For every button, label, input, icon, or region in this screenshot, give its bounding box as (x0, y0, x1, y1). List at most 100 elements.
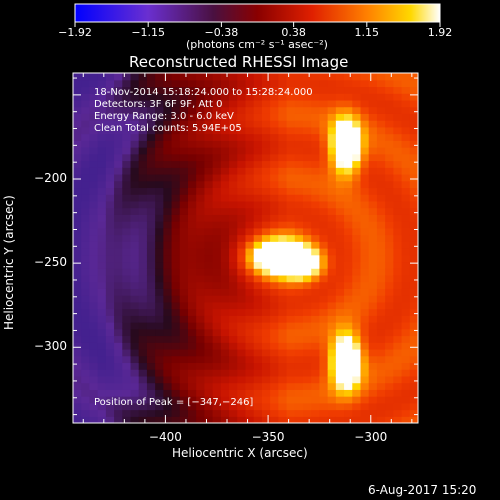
heatmap-cell (155, 288, 164, 296)
heatmap-cell (270, 301, 279, 310)
heatmap-cell (286, 73, 296, 81)
heatmap-cell (303, 342, 312, 350)
heatmap-cell (163, 160, 173, 168)
heatmap-cell (344, 194, 353, 202)
heatmap-cell (146, 342, 156, 350)
heatmap-cell (155, 194, 164, 202)
heatmap-cell (146, 120, 156, 128)
heatmap-cell (229, 375, 238, 384)
heatmap-cell (146, 375, 156, 384)
heatmap-cell (220, 301, 230, 310)
heatmap-cell (204, 187, 214, 195)
heatmap-cell (220, 180, 230, 189)
heatmap-cell (286, 241, 296, 249)
heatmap-cell (179, 369, 189, 377)
heatmap-cell (327, 295, 337, 303)
heatmap-cell (261, 153, 271, 162)
heatmap-cell (130, 194, 140, 202)
heatmap-cell (138, 86, 148, 94)
heatmap-cell (253, 147, 263, 155)
heatmap-cell (376, 369, 386, 377)
heatmap-cell (335, 328, 345, 337)
heatmap-cell (311, 402, 321, 411)
heatmap-cell (294, 308, 304, 316)
heatmap-cell (204, 221, 214, 229)
heatmap-cell (81, 180, 91, 189)
heatmap-cell (114, 301, 123, 310)
heatmap-cell (253, 409, 263, 417)
heatmap-cell (105, 396, 115, 404)
heatmap-cell (73, 194, 82, 202)
heatmap-cell (122, 389, 132, 397)
heatmap-cell (278, 113, 288, 121)
heatmap-cell (220, 342, 230, 350)
heatmap-cell (122, 221, 132, 229)
heatmap-cell (212, 375, 222, 384)
heatmap-cell (122, 301, 132, 310)
heatmap-cell (303, 308, 312, 316)
heatmap-cell (89, 254, 99, 263)
heatmap-cell (294, 214, 304, 222)
heatmap-cell (81, 173, 91, 182)
heatmap-cell (105, 362, 115, 370)
heatmap-cell (122, 328, 132, 337)
heatmap-cell (130, 322, 140, 330)
heatmap-cell (385, 113, 394, 121)
heatmap-cell (196, 335, 206, 343)
heatmap-cell (344, 308, 353, 316)
heatmap-cell (122, 234, 132, 242)
heatmap-cell (89, 348, 99, 357)
heatmap-cell (97, 402, 107, 411)
heatmap-cell (376, 106, 386, 114)
heatmap-cell (155, 133, 164, 141)
heatmap-cell (344, 221, 353, 229)
heatmap-cell (278, 173, 288, 182)
heatmap-cell (188, 126, 197, 135)
heatmap-cell (105, 261, 115, 269)
heatmap-cell (73, 120, 82, 128)
heatmap-cell (204, 396, 214, 404)
heatmap-cell (130, 120, 140, 128)
heatmap-cell (376, 409, 386, 417)
heatmap-cell (311, 73, 321, 81)
heatmap-cell (393, 214, 403, 222)
heatmap-cell (212, 120, 222, 128)
heatmap-cell (401, 322, 411, 330)
heatmap-cell (409, 207, 418, 215)
heatmap-cell (89, 147, 99, 155)
heatmap-cell (344, 322, 353, 330)
heatmap-cell (122, 382, 132, 390)
heatmap-cell (344, 160, 353, 168)
heatmap-cell (352, 315, 362, 323)
heatmap-cell (401, 167, 411, 175)
heatmap-cell (376, 126, 386, 135)
heatmap-cell (237, 396, 247, 404)
heatmap-cell (393, 173, 403, 182)
heatmap-cell (401, 99, 411, 108)
heatmap-cell (253, 335, 263, 343)
heatmap-cell (220, 86, 230, 94)
heatmap-cell (146, 227, 156, 236)
heatmap-cell (122, 167, 132, 175)
heatmap-cell (220, 362, 230, 370)
heatmap-cell (278, 254, 288, 263)
heatmap-cell (344, 355, 353, 364)
heatmap-cell (286, 396, 296, 404)
heatmap-cell (237, 93, 247, 101)
heatmap-cell (114, 416, 123, 423)
heatmap-cell (303, 268, 312, 276)
heatmap-cell (212, 416, 222, 423)
heatmap-cell (204, 281, 214, 289)
heatmap-cell (81, 241, 91, 249)
heatmap-cell (311, 120, 321, 128)
heatmap-cell (270, 308, 279, 316)
heatmap-cell (105, 160, 115, 168)
heatmap-cell (105, 93, 115, 101)
heatmap-cell (163, 355, 173, 364)
heatmap-cell (327, 328, 337, 337)
heatmap-cell (335, 248, 345, 256)
heatmap-cell (237, 180, 247, 189)
heatmap-cell (261, 200, 271, 209)
heatmap-cell (376, 79, 386, 88)
heatmap-cell (97, 389, 107, 397)
